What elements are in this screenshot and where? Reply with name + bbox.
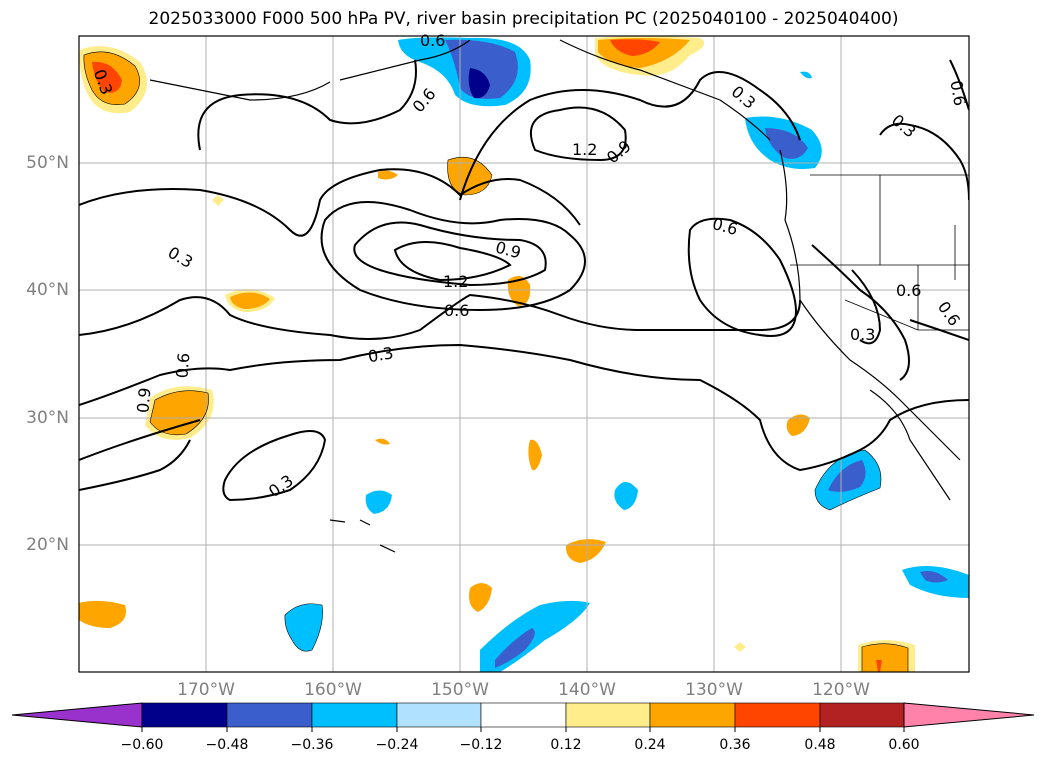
lat-label-40n: 40°N: [26, 280, 69, 300]
colorbar-tick: 0.24: [634, 737, 666, 753]
contour-label: 1.2: [443, 272, 468, 291]
precip-blob-10: [902, 566, 969, 598]
precip-blob-bc: [745, 116, 822, 169]
lat-label-30n: 30°N: [26, 408, 69, 428]
lon-label-120w: 120°W: [812, 680, 870, 700]
precip-blob-nw: [79, 46, 148, 114]
contour-label: 0.6: [444, 301, 469, 320]
coastlines: [149, 39, 961, 553]
colorbar-tick: 0.12: [550, 737, 582, 753]
contour-label: 0.6: [172, 352, 193, 379]
precip-blob-15: [858, 640, 915, 672]
colorbar-tick: −0.48: [205, 737, 249, 753]
lon-label-150w: 150°W: [431, 680, 489, 700]
pv-contours: [79, 59, 969, 502]
colorbar-tick: 0.48: [804, 737, 836, 753]
precip-shading: [79, 36, 969, 672]
colorbar-tick: −0.12: [459, 737, 503, 753]
precip-outlines: [83, 51, 909, 672]
borders: [790, 174, 969, 331]
map-frame: [78, 35, 970, 673]
pv-contour-labels: 0.3 0.6 1.2 0.9 0.6 0.3 0.6 0.3 0.3 0.6 …: [90, 31, 970, 501]
precip-blob-9: [565, 539, 606, 563]
precip-blob-6: [815, 450, 881, 510]
colorbar-extend-left: [11, 702, 143, 728]
colorbar-tick: −0.60: [120, 737, 164, 753]
contour-label: 0.6: [934, 298, 964, 330]
contour-label: 0.6: [710, 214, 740, 239]
colorbar-tick: 0.60: [888, 737, 920, 753]
precip-blob-3: [507, 276, 531, 306]
lon-label-140w: 140°W: [558, 680, 616, 700]
precip-blob-small-1: [800, 71, 812, 79]
lon-label-130w: 130°W: [685, 680, 743, 700]
gridlines: [79, 36, 969, 672]
contour-label: 0.6: [420, 31, 445, 50]
map-title: 2025033000 F000 500 hPa PV, river basin …: [148, 9, 899, 29]
colorbar-tick: −0.36: [290, 737, 334, 753]
precip-blob-8: [614, 482, 638, 510]
lon-label-170w: 170°W: [177, 680, 235, 700]
precip-blob-4: [145, 386, 214, 440]
colorbar-tick: 0.36: [719, 737, 751, 753]
contour-label: 0.6: [946, 79, 969, 107]
precip-blob-ak: [595, 36, 705, 76]
colorbar-extend-right: [903, 702, 1035, 728]
contour-label: 0.3: [366, 343, 394, 366]
colorbar: [11, 702, 1035, 732]
lon-label-160w: 160°W: [304, 680, 362, 700]
lat-label-50n: 50°N: [26, 153, 69, 173]
precip-blob-14: [480, 600, 590, 672]
contour-label: 0.6: [896, 281, 921, 300]
contour-label: 0.3: [888, 111, 920, 142]
contour-label: 0.9: [133, 387, 154, 414]
precip-blob-gulf: [398, 37, 531, 107]
precip-blob-13: [469, 583, 492, 612]
precip-blob-5: [528, 439, 542, 471]
precip-blob-11: [79, 600, 126, 628]
contour-label: 0.3: [165, 243, 197, 272]
contour-label: 0.3: [850, 325, 875, 344]
precip-blob-north-pac: [447, 157, 492, 195]
precip-blob-12: [284, 603, 323, 652]
colorbar-tick: −0.24: [375, 737, 419, 753]
precip-blob-7: [365, 490, 392, 514]
lat-label-20n: 20°N: [26, 535, 69, 555]
contour-label: 1.2: [572, 140, 597, 159]
